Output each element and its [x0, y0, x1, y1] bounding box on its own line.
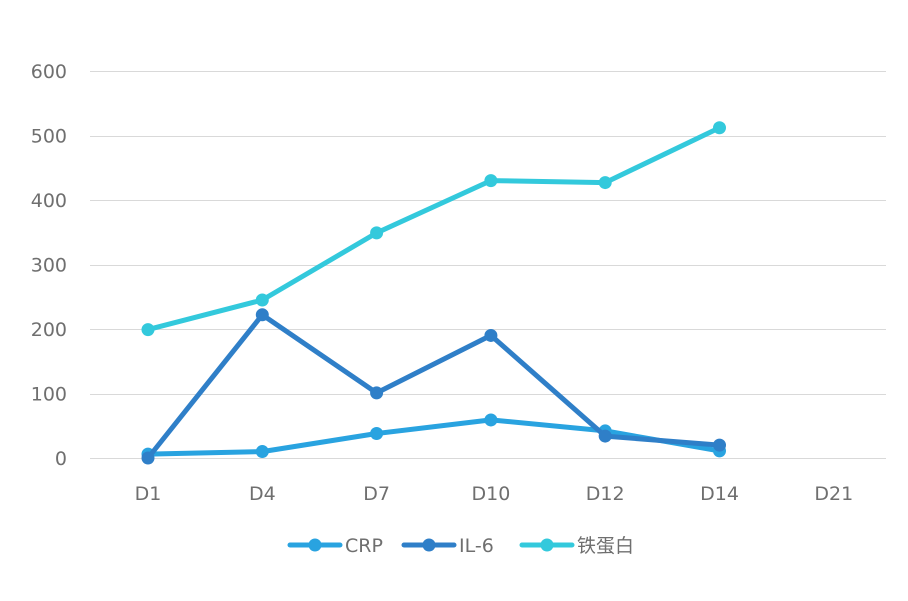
x-tick-label: D1 [135, 483, 162, 505]
x-tick-label: D10 [471, 483, 510, 505]
data-point [255, 308, 269, 322]
data-point [141, 323, 155, 337]
x-tick-label: D14 [700, 483, 739, 505]
series-line [145, 125, 722, 333]
series-lines [141, 121, 726, 465]
data-point [598, 176, 612, 190]
legend: CRP IL-6 铁蛋白 [287, 535, 634, 557]
legend-label: CRP [345, 535, 383, 557]
series-line [145, 417, 722, 457]
legend-item: IL-6 [401, 535, 494, 557]
data-point [484, 174, 498, 188]
y-axis-tick-labels: 0 100 200 300 400 500 600 [31, 61, 67, 470]
y-tick-label: 200 [31, 319, 67, 341]
data-point [484, 413, 498, 427]
legend-swatch-point [422, 538, 436, 552]
x-tick-label: D21 [814, 483, 853, 505]
data-point [713, 121, 726, 135]
data-point [598, 429, 612, 443]
y-tick-label: 500 [31, 126, 67, 148]
data-point [370, 386, 384, 400]
x-tick-label: D12 [586, 483, 625, 505]
legend-swatch-point [540, 538, 554, 552]
data-point [713, 438, 726, 452]
data-point [255, 445, 269, 459]
legend-item: CRP [287, 535, 383, 557]
legend-swatch-point [308, 538, 322, 552]
y-tick-label: 100 [31, 384, 67, 406]
y-tick-label: 300 [31, 255, 67, 277]
data-point [141, 451, 155, 465]
y-tick-label: 600 [31, 61, 67, 83]
data-point [370, 426, 384, 440]
legend-item: 铁蛋白 [519, 535, 634, 557]
series-line [145, 312, 722, 461]
series-1 [141, 308, 726, 465]
legend-label: IL-6 [459, 535, 494, 557]
data-point [370, 226, 384, 240]
legend-label: 铁蛋白 [577, 535, 634, 557]
series-0 [141, 413, 726, 461]
x-axis-tick-labels: D1 D4 D7 D10 D12 D14 D21 [135, 483, 854, 505]
x-tick-label: D4 [249, 483, 276, 505]
y-tick-label: 400 [31, 190, 67, 212]
y-tick-label: 0 [55, 448, 67, 470]
series-2 [141, 121, 726, 337]
x-tick-label: D7 [363, 483, 390, 505]
grid-lines [90, 71, 886, 459]
data-point [255, 293, 269, 307]
data-point [484, 328, 498, 342]
